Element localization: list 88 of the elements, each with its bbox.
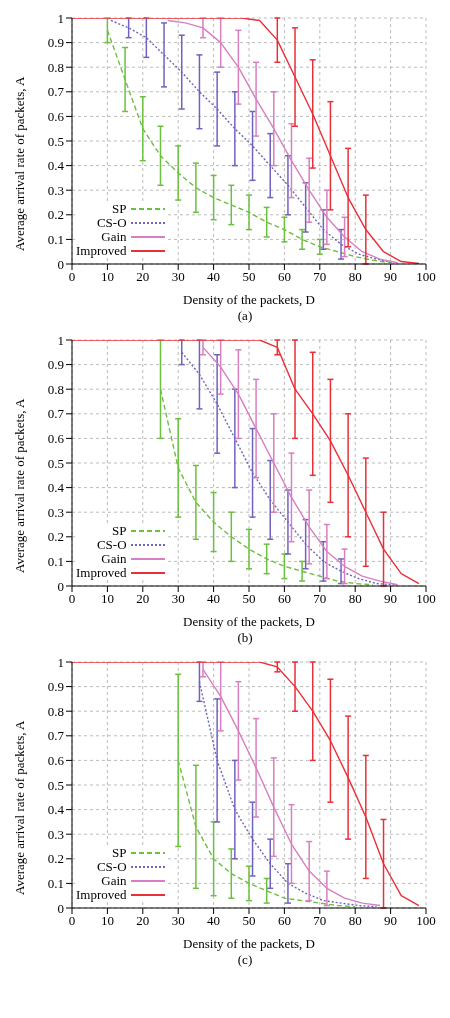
- x-tick-label: 100: [416, 269, 436, 285]
- x-tick-label: 60: [277, 913, 291, 929]
- x-tick-label: 0: [68, 913, 76, 929]
- x-tick-label: 90: [384, 591, 398, 607]
- y-tick-label: 0.5: [47, 133, 64, 149]
- x-tick-label: 0: [68, 269, 76, 285]
- legend-label: SP: [111, 201, 128, 216]
- x-tick-label: 60: [277, 269, 291, 285]
- legend-label: CS-O: [95, 215, 128, 230]
- x-tick-label: 80: [348, 591, 362, 607]
- y-axis-title: Average arrival rate of packets, A: [11, 719, 27, 895]
- y-tick-label: 0.6: [47, 753, 65, 769]
- legend-label: Gain: [100, 229, 128, 244]
- x-axis-title: Density of the packets, D: [183, 936, 315, 951]
- y-axis-title: Average arrival rate of packets, A: [11, 75, 27, 251]
- text: (a): [236, 308, 254, 325]
- y-tick-label: 0.7: [47, 406, 65, 422]
- y-tick-label: 0: [57, 578, 64, 594]
- legend-label: SP: [111, 523, 128, 538]
- x-tick-label: 50: [242, 591, 256, 607]
- x-tick-label: 40: [207, 913, 221, 929]
- y-tick-label: 0.8: [47, 381, 64, 397]
- x-tick-label: 30: [171, 591, 185, 607]
- y-tick-label: 0.6: [47, 431, 65, 447]
- x-tick-label: 80: [348, 269, 362, 285]
- y-tick-label: 0.3: [47, 504, 64, 520]
- y-tick-label: 0.4: [47, 158, 65, 174]
- y-tick-label: 1: [57, 10, 64, 26]
- x-tick-label: 100: [416, 913, 436, 929]
- text: (c): [236, 952, 254, 969]
- y-tick-label: 0.1: [47, 554, 64, 570]
- line-series: [166, 19, 399, 264]
- legend-label: Improved: [76, 565, 128, 580]
- y-tick-label: 0.9: [47, 679, 64, 695]
- x-tick-label: 20: [136, 913, 150, 929]
- y-tick-label: 0.2: [47, 529, 64, 545]
- legend-label: Gain: [100, 873, 128, 888]
- y-tick-label: 0.1: [47, 232, 64, 248]
- y-axis-title: Average arrival rate of packets, A: [11, 397, 27, 573]
- y-tick-label: 0.7: [47, 728, 65, 744]
- x-axis-title: Density of the packets, D: [183, 292, 315, 307]
- y-tick-label: 0.1: [47, 876, 64, 892]
- x-tick-label: 40: [207, 269, 221, 285]
- y-tick-label: 1: [57, 654, 64, 670]
- text: (b): [236, 630, 254, 647]
- x-tick-label: 20: [136, 591, 150, 607]
- x-tick-label: 60: [277, 591, 291, 607]
- y-tick-label: 0: [57, 256, 64, 272]
- y-tick-label: 0: [57, 900, 64, 916]
- x-tick-label: 10: [100, 913, 114, 929]
- y-tick-label: 0.7: [47, 84, 65, 100]
- legend-label: Gain: [100, 551, 128, 566]
- x-tick-label: 70: [313, 591, 327, 607]
- x-tick-label: 30: [171, 913, 185, 929]
- y-tick-label: 0.6: [47, 109, 65, 125]
- y-tick-label: 1: [57, 332, 64, 348]
- y-tick-label: 0.2: [47, 207, 64, 223]
- legend-label: Improved: [76, 243, 128, 258]
- legend-label: CS-O: [95, 537, 128, 552]
- x-axis-title: Density of the packets, D: [183, 614, 315, 629]
- legend-label: CS-O: [95, 859, 128, 874]
- y-tick-label: 0.2: [47, 851, 64, 867]
- y-tick-label: 0.3: [47, 826, 64, 842]
- x-tick-label: 50: [242, 269, 256, 285]
- y-tick-label: 0.8: [47, 703, 64, 719]
- x-tick-label: 10: [100, 591, 114, 607]
- legend-label: SP: [111, 845, 128, 860]
- x-tick-label: 70: [313, 913, 327, 929]
- x-tick-label: 40: [207, 591, 221, 607]
- y-tick-label: 0.3: [47, 182, 64, 198]
- x-tick-label: 20: [136, 269, 150, 285]
- y-tick-label: 0.9: [47, 35, 64, 51]
- x-tick-label: 30: [171, 269, 185, 285]
- y-tick-label: 0.8: [47, 59, 64, 75]
- x-tick-label: 100: [416, 591, 436, 607]
- y-tick-label: 0.5: [47, 455, 64, 471]
- x-tick-label: 50: [242, 913, 256, 929]
- y-tick-label: 0.4: [47, 480, 65, 496]
- x-tick-label: 80: [348, 913, 362, 929]
- y-tick-label: 0.5: [47, 777, 64, 793]
- y-tick-label: 0.9: [47, 357, 64, 373]
- x-tick-label: 90: [384, 913, 398, 929]
- x-tick-label: 90: [384, 269, 398, 285]
- y-tick-label: 0.4: [47, 802, 65, 818]
- x-tick-label: 0: [68, 591, 76, 607]
- x-tick-label: 70: [313, 269, 327, 285]
- x-tick-label: 10: [100, 269, 114, 285]
- legend-label: Improved: [76, 887, 128, 902]
